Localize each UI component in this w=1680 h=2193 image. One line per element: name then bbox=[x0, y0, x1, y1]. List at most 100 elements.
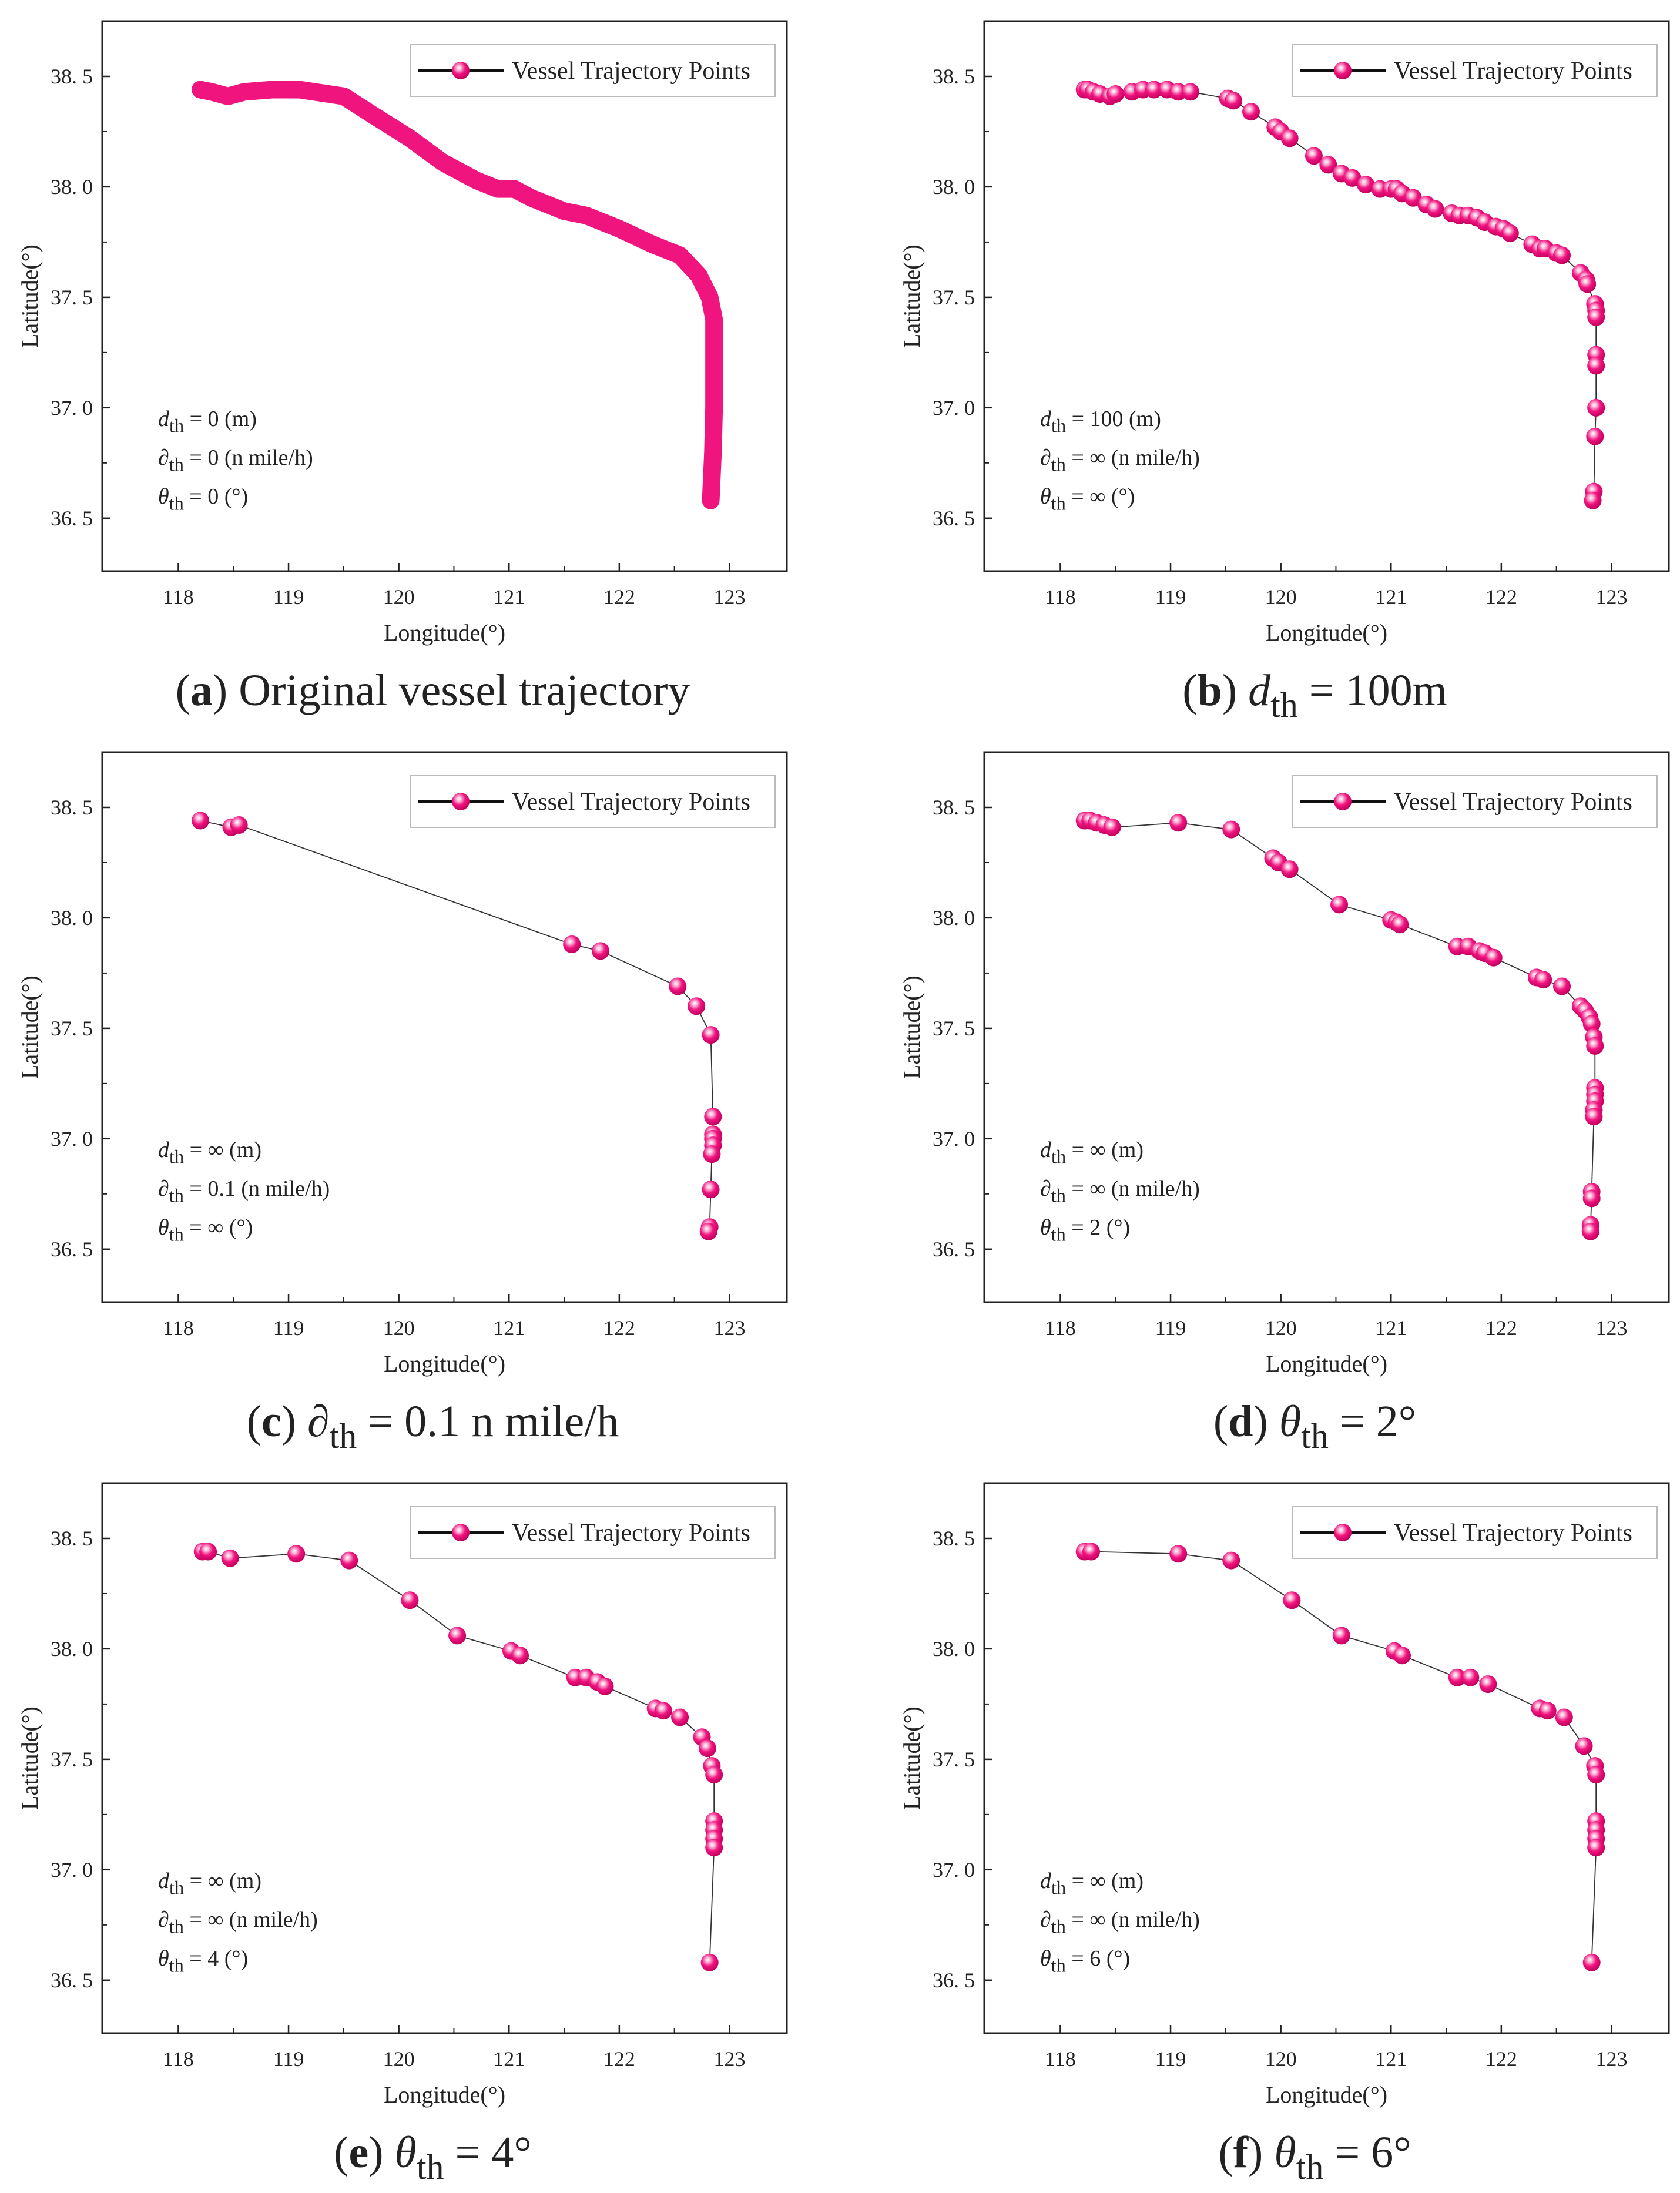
y-tick-label: 37. 0 bbox=[933, 1858, 975, 1882]
trajectory-point bbox=[1357, 176, 1375, 194]
param-annotation: dth = ∞ (m) bbox=[158, 1138, 261, 1168]
param-subscript: th bbox=[169, 1185, 184, 1206]
y-tick-label: 38. 0 bbox=[51, 175, 93, 199]
series-vessel-trajectory bbox=[191, 812, 722, 1240]
param-value: = 0 (n mile/h) bbox=[184, 445, 313, 470]
caption-symbol: ∂ bbox=[307, 1397, 330, 1446]
param-subscript: th bbox=[1051, 1224, 1066, 1245]
caption-part: ) bbox=[1222, 666, 1248, 715]
param-symbol: d bbox=[1040, 1869, 1052, 1893]
x-tick-label: 119 bbox=[1155, 2047, 1186, 2071]
caption-part: f bbox=[1233, 2128, 1249, 2177]
panel-f: 118 119 120 121 122 123 36. 5 37. 0 37. 5 38. 0 38… bbox=[840, 1462, 1680, 2193]
trajectory-point bbox=[448, 1627, 467, 1645]
trajectory-point bbox=[1330, 896, 1349, 914]
param-subscript: th bbox=[169, 1916, 184, 1937]
param-annotation: dth = 0 (m) bbox=[158, 407, 257, 437]
trajectory-point bbox=[1334, 1524, 1352, 1541]
param-symbol: ∂ bbox=[158, 1176, 169, 1201]
param-symbol: θ bbox=[158, 484, 169, 509]
caption-part: ( bbox=[1182, 666, 1197, 715]
param-symbol: d bbox=[1040, 1138, 1052, 1162]
param-value: = ∞ (n mile/h) bbox=[1066, 445, 1200, 470]
param-symbol: d bbox=[1040, 407, 1052, 431]
caption-value: = 6° bbox=[1323, 2128, 1411, 2177]
caption-value: = 0.1 n mile/h bbox=[357, 1397, 619, 1446]
param-subscript: th bbox=[169, 1955, 184, 1976]
x-tick-label: 123 bbox=[713, 585, 745, 609]
x-tick-label: 121 bbox=[1375, 1316, 1407, 1340]
caption-part: ) bbox=[1253, 1397, 1279, 1446]
param-subscript: th bbox=[169, 1224, 184, 1245]
plot-frame bbox=[983, 751, 1670, 1303]
x-tick-label: 123 bbox=[1595, 585, 1627, 609]
param-value: = 6 (°) bbox=[1066, 1946, 1130, 1971]
x-tick-label: 120 bbox=[383, 585, 415, 609]
caption-subscript: th bbox=[1301, 1417, 1329, 1456]
legend-label: Vessel Trajectory Points bbox=[512, 1520, 750, 1547]
trajectory-point bbox=[511, 1647, 529, 1665]
caption-part: a bbox=[190, 666, 213, 715]
trajectory-point bbox=[705, 1839, 723, 1857]
legend: Vessel Trajectory Points bbox=[410, 775, 776, 828]
x-tick-label: 118 bbox=[1045, 585, 1076, 609]
trajectory-point bbox=[1587, 357, 1605, 375]
trajectory-point bbox=[1484, 948, 1503, 967]
trajectory-point bbox=[340, 1551, 358, 1570]
param-symbol: ∂ bbox=[1040, 1176, 1051, 1201]
panel-a: 118 119 120 121 122 123 36. 5 37. 0 37. 5 38. 0 38… bbox=[0, 0, 840, 731]
trajectory-point bbox=[1280, 129, 1299, 147]
trajectory-point bbox=[1145, 81, 1163, 99]
caption-part: ( bbox=[1213, 1397, 1228, 1446]
trajectory-point bbox=[191, 812, 209, 830]
param-annotation: ∂th = 0 (n mile/h) bbox=[158, 445, 313, 475]
x-tick-label: 123 bbox=[1595, 1316, 1627, 1340]
legend-label: Vessel Trajectory Points bbox=[1394, 1520, 1632, 1547]
param-annotation: θth = ∞ (°) bbox=[158, 1215, 253, 1245]
x-tick-label: 123 bbox=[713, 2047, 745, 2071]
trajectory-point bbox=[596, 1677, 614, 1695]
x-tick-label: 118 bbox=[163, 585, 194, 609]
y-tick-label: 38. 5 bbox=[933, 65, 975, 88]
caption-part: ( bbox=[176, 666, 190, 715]
param-symbol: θ bbox=[1040, 1946, 1051, 1971]
trajectory-point bbox=[704, 1108, 722, 1126]
y-tick-label: 38. 5 bbox=[51, 1527, 93, 1550]
caption-part: ) bbox=[1248, 2128, 1274, 2177]
trajectory-point bbox=[401, 1591, 419, 1609]
caption-part: b bbox=[1198, 666, 1222, 715]
panel-caption: (a) Original vessel trajectory bbox=[176, 666, 690, 715]
x-tick-label: 119 bbox=[273, 585, 304, 609]
x-tick-label: 121 bbox=[1375, 2047, 1407, 2071]
chart-b: 118 119 120 121 122 123 36. 5 37. 0 37. 5 38. 0 38… bbox=[898, 20, 1670, 725]
x-tick-label: 118 bbox=[163, 1316, 194, 1340]
x-tick-label: 123 bbox=[713, 1316, 745, 1340]
y-tick-label: 37. 0 bbox=[51, 396, 93, 420]
legend: Vessel Trajectory Points bbox=[1292, 44, 1658, 97]
chart-f: 118 119 120 121 122 123 36. 5 37. 0 37. 5 38. 0 38… bbox=[898, 1482, 1670, 2187]
param-subscript: th bbox=[1051, 1185, 1066, 1206]
panel-caption: (e) θth = 4° bbox=[334, 2128, 532, 2187]
param-annotation: θth = ∞ (°) bbox=[1040, 484, 1135, 514]
y-tick-label: 37. 0 bbox=[933, 1127, 975, 1151]
legend: Vessel Trajectory Points bbox=[1292, 1506, 1658, 1559]
caption-part: ( bbox=[247, 1397, 261, 1446]
trajectory-point bbox=[1391, 916, 1409, 934]
param-subscript: th bbox=[1051, 1916, 1066, 1937]
trajectory-point bbox=[563, 935, 581, 954]
y-tick-label: 38. 0 bbox=[933, 1637, 975, 1661]
x-tick-label: 122 bbox=[1485, 585, 1517, 609]
x-tick-label: 118 bbox=[1045, 1316, 1076, 1340]
caption-value: = 4° bbox=[444, 2128, 532, 2177]
series-vessel-trajectory bbox=[193, 1543, 723, 1971]
param-annotation: ∂th = ∞ (n mile/h) bbox=[1040, 1907, 1200, 1937]
y-tick-label: 38. 5 bbox=[51, 796, 93, 819]
x-tick-label: 119 bbox=[1155, 1316, 1186, 1340]
trajectory-point bbox=[1222, 820, 1240, 839]
trajectory-point bbox=[1587, 308, 1605, 326]
x-tick-label: 118 bbox=[163, 2047, 194, 2071]
trajectory-point bbox=[287, 1545, 306, 1563]
trajectory-point bbox=[1169, 83, 1188, 101]
param-value: = ∞ (m) bbox=[184, 1869, 261, 1893]
